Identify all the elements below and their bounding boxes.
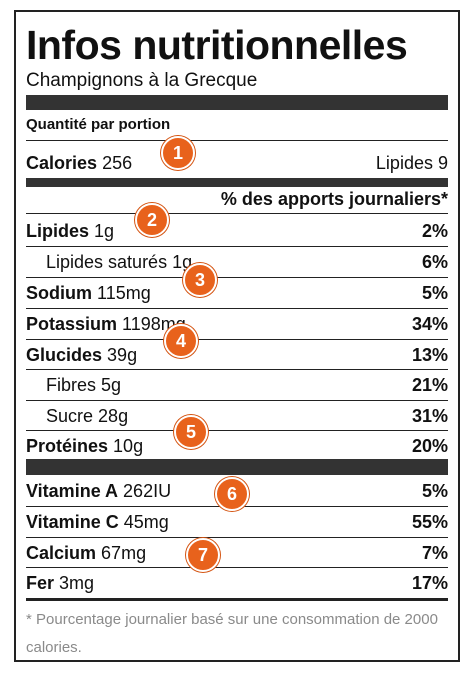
- nutrient-row-potassium: Potassium 1198mg 34%: [26, 309, 448, 339]
- vitamin-amount: 45mg: [123, 512, 169, 532]
- divider: [26, 246, 448, 247]
- divider: [26, 537, 448, 538]
- vitamin-amount: 3mg: [59, 573, 95, 593]
- calories-fat-label: Lipides: [375, 153, 433, 173]
- nutrient-percent: 13%: [411, 345, 448, 365]
- nutrient-label: Potassium: [26, 314, 118, 334]
- nutrition-label-content: Infos nutritionnelles Champignons à la G…: [26, 12, 448, 660]
- divider: [26, 140, 448, 141]
- daily-value-header: % des apports journaliers*: [220, 189, 448, 209]
- nutrient-label: Protéines: [26, 436, 109, 456]
- calories-row: Calories 256 Lipides 9: [26, 148, 448, 178]
- calories-value: 256: [102, 153, 133, 173]
- thick-divider: [26, 95, 448, 110]
- vitamin-label: Calcium: [26, 543, 97, 563]
- nutrient-label: Sodium: [26, 283, 92, 303]
- label-title: Infos nutritionnelles: [26, 22, 408, 68]
- calories-label: Calories: [26, 153, 98, 173]
- vitamin-percent: 55%: [411, 512, 448, 532]
- nutrient-percent: 2%: [421, 221, 448, 241]
- nutrient-row-lipides-satures: Lipides saturés 1g 6%: [26, 247, 448, 277]
- thick-divider: [26, 459, 448, 475]
- serving-label: Quantité par portion: [26, 116, 171, 133]
- nutrient-row-proteines: Protéines 10g 20%: [26, 431, 448, 461]
- calories-fat-value: 9: [437, 153, 448, 173]
- nutrient-row-glucides: Glucides 39g 13%: [26, 340, 448, 370]
- nutrient-amount: 115mg: [97, 283, 151, 303]
- nutrient-amount: 5g: [101, 375, 122, 395]
- nutrient-row-lipides: Lipides 1g 2%: [26, 216, 448, 246]
- vitamin-label: Vitamine A: [26, 481, 119, 501]
- nutrient-row-sodium: Sodium 115mg 5%: [26, 278, 448, 308]
- calories-left: Calories 256: [26, 148, 132, 178]
- vitamin-label: Fer: [26, 573, 55, 593]
- divider: [26, 308, 448, 309]
- nutrition-label: Infos nutritionnelles Champignons à la G…: [14, 10, 460, 662]
- badge-6: 6: [215, 477, 249, 511]
- nutrient-percent: 34%: [411, 314, 448, 334]
- nutrient-amount: 1g: [94, 221, 115, 241]
- vitamin-percent: 5%: [421, 481, 448, 501]
- nutrient-label: Sucre: [46, 406, 94, 426]
- divider: [26, 430, 448, 431]
- nutrient-amount: 10g: [113, 436, 144, 456]
- nutrient-label: Lipides saturés: [46, 252, 168, 272]
- nutrient-percent: 21%: [411, 375, 448, 395]
- nutrient-label: Lipides: [26, 221, 90, 241]
- nutrient-percent: 6%: [421, 252, 448, 272]
- divider: [26, 213, 448, 214]
- vitamin-amount: 262IU: [123, 481, 172, 501]
- vitamin-row-fer: Fer 3mg 17%: [26, 568, 448, 598]
- nutrient-percent: 20%: [411, 436, 448, 456]
- divider: [26, 567, 448, 568]
- divider: [26, 277, 448, 278]
- calories-fat: Lipides 9: [376, 148, 448, 178]
- badge-3: 3: [183, 263, 217, 297]
- badge-7: 7: [186, 538, 220, 572]
- vitamin-row-calcium: Calcium 67mg 7%: [26, 538, 448, 568]
- vitamin-amount: 67mg: [101, 543, 147, 563]
- nutrient-label: Fibres: [46, 375, 97, 395]
- vitamin-percent: 7%: [421, 543, 448, 563]
- nutrient-percent: 5%: [421, 283, 448, 303]
- vitamin-percent: 17%: [411, 573, 448, 593]
- nutrient-row-fibres: Fibres 5g 21%: [26, 370, 448, 400]
- recipe-name: Champignons à la Grecque: [26, 70, 258, 91]
- vitamin-row-a: Vitamine A 262IU 5%: [26, 476, 448, 506]
- vitamin-label: Vitamine C: [26, 512, 119, 532]
- badge-2: 2: [135, 203, 169, 237]
- nutrient-row-sucre: Sucre 28g 31%: [26, 401, 448, 431]
- footnote: * Pourcentage journalier basé sur une co…: [26, 611, 438, 656]
- nutrient-amount: 28g: [98, 406, 129, 426]
- vitamin-row-c: Vitamine C 45mg 55%: [26, 507, 448, 537]
- nutrient-amount: 39g: [107, 345, 138, 365]
- thick-divider: [26, 178, 448, 187]
- divider: [26, 369, 448, 370]
- badge-5: 5: [174, 415, 208, 449]
- nutrient-label: Glucides: [26, 345, 103, 365]
- divider: [26, 339, 448, 340]
- thick-divider: [26, 598, 448, 601]
- badge-1: 1: [161, 136, 195, 170]
- divider: [26, 400, 448, 401]
- nutrient-percent: 31%: [411, 406, 448, 426]
- badge-4: 4: [164, 324, 198, 358]
